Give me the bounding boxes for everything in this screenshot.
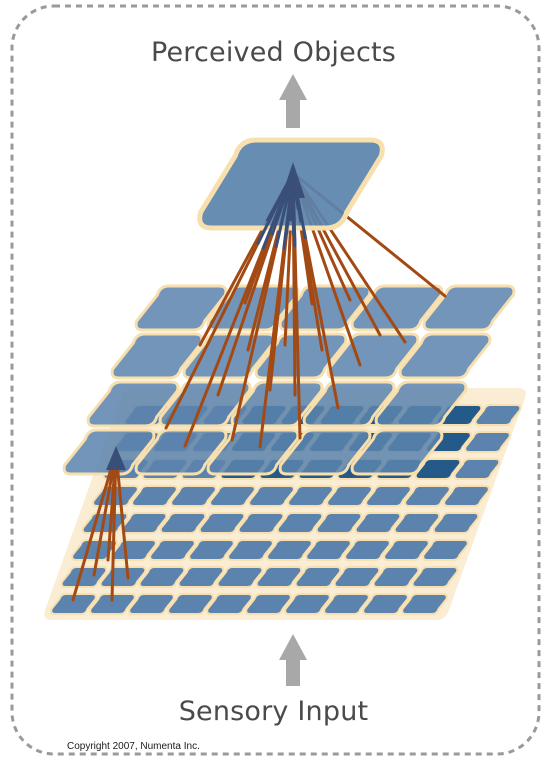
connection-line — [114, 450, 130, 580]
level-1-cell — [315, 512, 363, 534]
level-1-cell — [276, 512, 324, 534]
dashed-frame — [10, 4, 541, 756]
level-1-cell — [245, 593, 292, 615]
level-1-cell — [354, 512, 402, 534]
level-1-cell — [216, 566, 264, 588]
level-2-grid — [62, 284, 516, 476]
level-1-cell — [383, 539, 430, 561]
level-1-cell — [443, 485, 490, 507]
level-1-cell — [372, 566, 420, 588]
level-1-cell — [432, 512, 480, 534]
level-2-cell — [254, 332, 348, 380]
level-2-cell — [350, 428, 444, 476]
level-1-cell — [50, 593, 97, 615]
level-1-cell — [128, 593, 175, 615]
level-1-cell — [365, 485, 412, 507]
level-1-cell — [294, 566, 342, 588]
sensory-input-label: Sensory Input — [178, 696, 369, 727]
perceived-objects-label: Perceived Objects — [150, 37, 397, 68]
level-1-cell — [344, 539, 391, 561]
level-2-cell — [134, 284, 228, 332]
level-2-cell — [374, 380, 468, 428]
level-1-cell — [71, 539, 118, 561]
level-2-cell — [302, 380, 396, 428]
level-1-cell — [393, 512, 441, 534]
level-1-cell — [110, 539, 157, 561]
connection-line — [71, 450, 118, 602]
level-1-cell — [362, 593, 409, 615]
level-1-cell — [167, 593, 214, 615]
level-3-apex-arrow-icon — [281, 162, 305, 198]
level-2-apex-arrow-icon — [106, 446, 126, 470]
level-1-cell — [284, 593, 331, 615]
level-2-cell — [134, 428, 228, 476]
level-2-cell — [86, 380, 180, 428]
level-1-cell — [89, 593, 136, 615]
level-2-cell — [206, 428, 300, 476]
level-1-cell — [411, 566, 459, 588]
level-1-cell — [120, 512, 168, 534]
level-1-cell — [323, 593, 370, 615]
level-1-cell — [138, 566, 186, 588]
level-1-cell — [474, 404, 522, 426]
level-1-cell — [209, 485, 256, 507]
level-1-cell — [404, 485, 451, 507]
copyright-notice: Copyright 2007, Numenta Inc. — [67, 741, 200, 752]
level-1-cell — [227, 539, 274, 561]
level-1-cell — [237, 512, 285, 534]
level-1-cell — [266, 539, 313, 561]
level-1-cell — [206, 593, 253, 615]
level-2-cell — [278, 428, 372, 476]
level-1-cell — [149, 539, 196, 561]
level-1-cell — [401, 593, 448, 615]
level-1-cell — [326, 485, 373, 507]
level-1-cell — [198, 512, 246, 534]
level-1-cell — [453, 458, 501, 480]
level-2-cell — [398, 332, 492, 380]
level-2-cell — [110, 332, 204, 380]
up-arrow-top-icon — [279, 74, 307, 128]
level-1-cell — [333, 566, 381, 588]
level-1-cell — [422, 539, 469, 561]
level-1-cell — [159, 512, 207, 534]
level-1-cell — [305, 539, 352, 561]
level-1-cell — [255, 566, 303, 588]
level-1-cell — [131, 485, 178, 507]
level-1-cell — [248, 485, 295, 507]
level-3-node — [197, 137, 385, 250]
level-1-cell — [177, 566, 225, 588]
up-arrow-bottom-icon — [279, 634, 307, 686]
connection-line — [92, 450, 118, 577]
level-1-cell — [170, 485, 217, 507]
level-2-cell — [422, 284, 516, 332]
level-2-cell — [62, 428, 156, 476]
level-1-cell — [188, 539, 235, 561]
level-1-cell — [464, 431, 511, 453]
level-1-cell — [287, 485, 334, 507]
